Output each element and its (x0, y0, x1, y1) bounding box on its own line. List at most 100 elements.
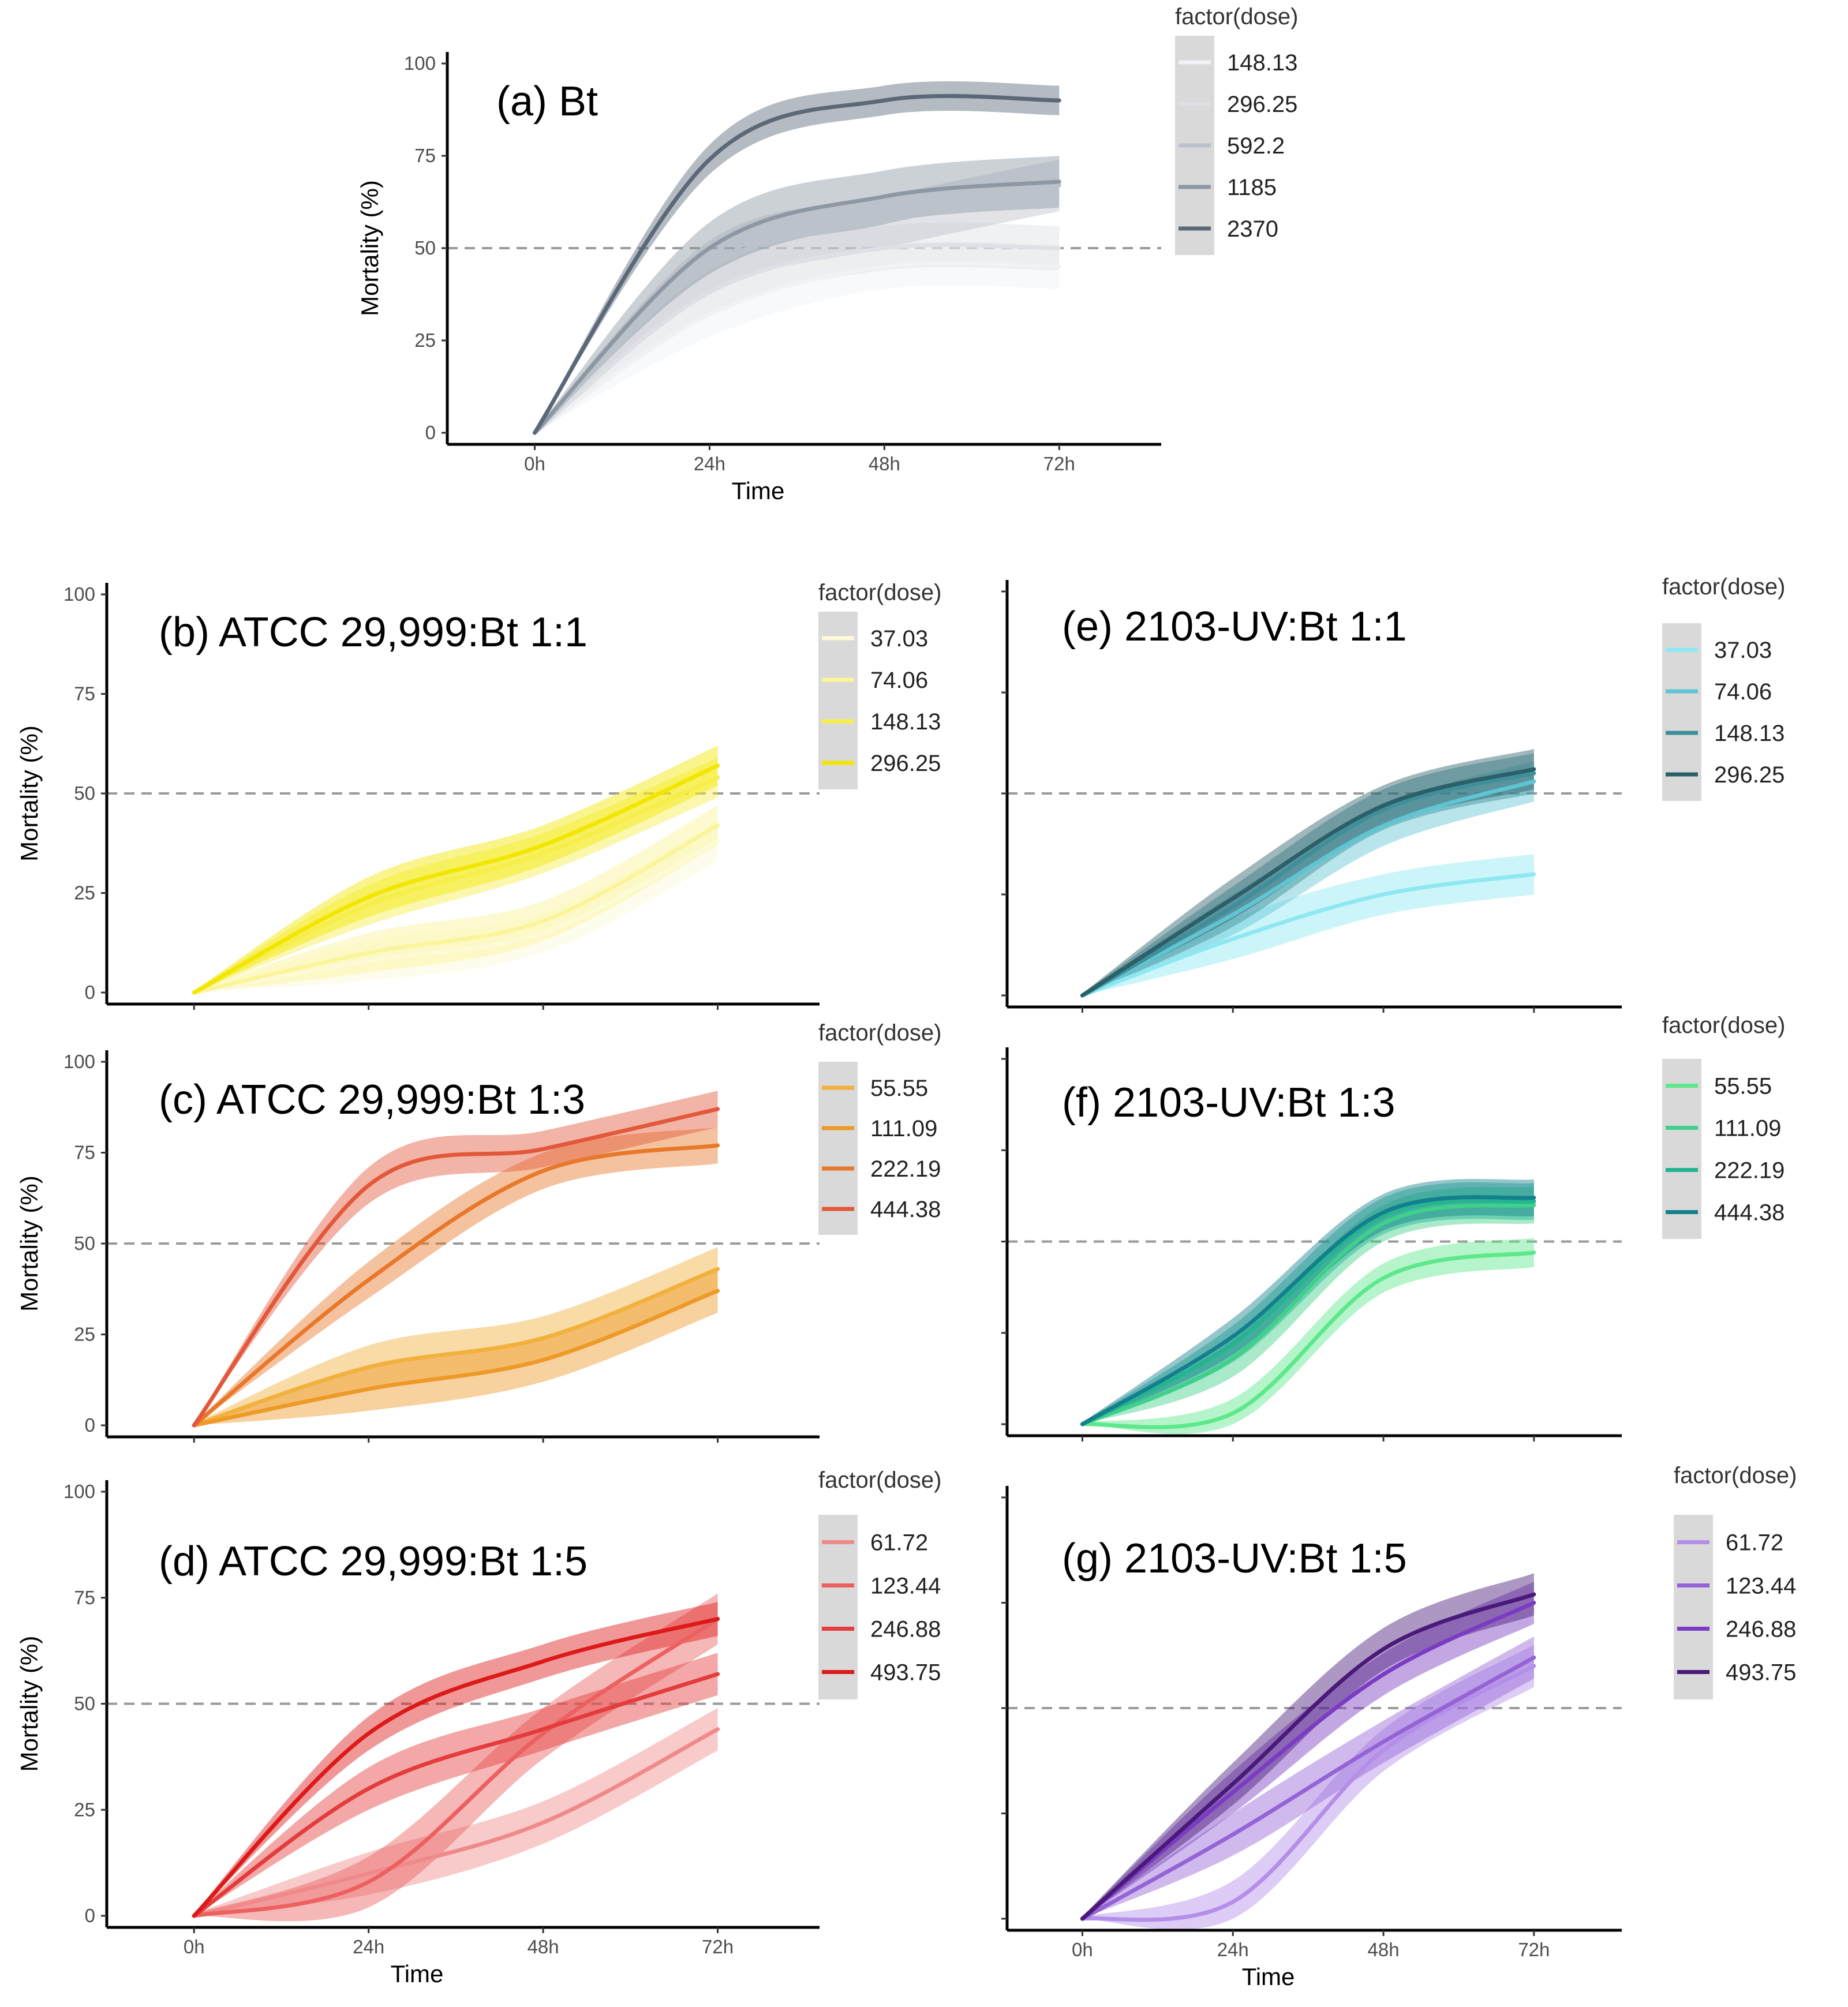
legend-key-background (1662, 1059, 1701, 1239)
y-tick-label: 75 (74, 1587, 95, 1608)
y-tick-label: 25 (74, 882, 95, 904)
y-tick-label: 100 (63, 1481, 95, 1502)
legend-label: 123.44 (870, 1574, 941, 1599)
legend-key-background (1662, 623, 1701, 801)
legend-label: 246.88 (870, 1617, 941, 1642)
series-line-g-1 (1080, 1655, 1536, 1921)
legend-label: 74.06 (870, 668, 928, 693)
legend-label: 111.09 (1714, 1116, 1781, 1141)
panel-e: (e) 2103-UV:Bt 1:1 factor(dose) 37.03 74.06… (1001, 574, 1785, 1013)
series-line-f-3 (1080, 1195, 1536, 1426)
x-tick-label: 72h (1043, 453, 1075, 474)
x-tick-label: 0h (184, 1936, 205, 1957)
series-line-g-2 (1080, 1601, 1536, 1921)
y-tick-label: 100 (63, 1051, 95, 1072)
panel-title: (d) ATCC 29,999:Bt 1:5 (159, 1538, 588, 1585)
y-tick-label: 0 (425, 422, 436, 443)
panel-g: 0h 24h 48h 72h Time (g) 2103-UV:Bt 1:5 factor(… (1001, 1463, 1797, 1990)
panel-b: 0 25 50 75 100 Mortality (%) (b) ATCC 29,999:B… (16, 580, 941, 1010)
x-axis-title: Time (1242, 1963, 1295, 1990)
legend-label: 296.25 (1714, 762, 1785, 788)
series-line-b-0 (192, 839, 720, 995)
y-tick-label: 50 (74, 1233, 95, 1254)
y-tick-label: 50 (414, 237, 436, 259)
y-tick-label: 100 (63, 583, 95, 605)
legend-label: 1185 (1227, 175, 1277, 200)
x-tick-label: 48h (869, 453, 900, 474)
confidence-band-c-3 (194, 1091, 718, 1425)
series-line-e-3 (1080, 767, 1536, 998)
series-line-d-1 (192, 1617, 720, 1918)
confidence-band-a-1 (534, 222, 1060, 433)
series-line-a-1 (532, 242, 1061, 435)
legend-label: 592.2 (1227, 133, 1285, 159)
x-tick-label: 72h (1518, 1939, 1550, 1960)
x-axis-title: Time (391, 1960, 444, 1987)
legend-label: 444.38 (1714, 1200, 1785, 1226)
y-tick-label: 50 (74, 782, 95, 804)
series-line-c-1 (192, 1289, 720, 1428)
series-line-c-3 (192, 1107, 720, 1428)
x-tick-label: 48h (528, 1936, 559, 1957)
confidence-band-g-1 (1082, 1636, 1534, 1919)
series-line-c-0 (192, 1267, 720, 1428)
legend-label: 493.75 (870, 1660, 941, 1686)
panel-d: 0 25 50 75 100 0h 24h 48h 72h Time Mortality (%) (d… (16, 1467, 941, 1987)
y-tick-label: 0 (85, 982, 95, 1003)
y-tick-label: 25 (74, 1799, 95, 1820)
x-tick-label: 48h (1368, 1939, 1400, 1960)
x-tick-label: 0h (524, 453, 545, 474)
y-tick-label: 0 (85, 1414, 95, 1436)
legend-label: 61.72 (870, 1530, 928, 1556)
x-tick-label: 0h (1072, 1939, 1093, 1960)
panel-a: 0 25 50 75 100 0h 24h 48h 72h Time Mortality (%) (a… (356, 4, 1298, 504)
series-line-c-2 (192, 1143, 720, 1428)
legend-label: 148.13 (1227, 50, 1297, 76)
x-tick-label: 24h (353, 1936, 384, 1957)
confidence-band-c-2 (194, 1127, 718, 1425)
panel-c: 0 25 50 75 100 Mortality (%) (c) ATCC 29,999:B… (16, 1020, 941, 1443)
confidence-band-d-0 (194, 1708, 718, 1916)
legend-key-background (818, 612, 858, 789)
panel-f: (f) 2103-UV:Bt 1:3 factor(dose) 55.55 111.0… (1001, 1013, 1785, 1441)
legend-label: 2370 (1227, 216, 1278, 242)
legend-key-background (818, 1515, 858, 1699)
confidence-band-b-1 (194, 805, 718, 993)
legend-label: 148.13 (870, 709, 941, 735)
panel-title: (f) 2103-UV:Bt 1:3 (1062, 1080, 1396, 1126)
y-tick-label: 75 (74, 1142, 95, 1163)
legend-label: 222.19 (1714, 1158, 1785, 1184)
legend-key-background (1674, 1515, 1713, 1699)
legend-title: factor(dose) (818, 580, 941, 605)
series-line-f-1 (1080, 1203, 1536, 1426)
legend-label: 74.06 (1714, 679, 1772, 705)
series-line-b-3 (192, 763, 720, 995)
series-line-g-0 (1080, 1664, 1536, 1922)
confidence-band-b-0 (194, 821, 718, 993)
x-tick-label: 24h (694, 453, 725, 474)
series-line-a-3 (532, 179, 1061, 435)
y-tick-label: 75 (74, 683, 95, 705)
confidence-band-b-2 (194, 757, 718, 993)
legend-label: 111.09 (870, 1116, 937, 1141)
series-line-d-2 (192, 1672, 720, 1918)
y-axis-title: Mortality (%) (356, 180, 383, 316)
confidence-band-g-0 (1082, 1645, 1534, 1930)
legend-label: 296.25 (870, 751, 941, 776)
y-axis-title: Mortality (%) (16, 725, 43, 862)
legend-label: 37.03 (870, 626, 928, 651)
confidence-band-a-4 (534, 81, 1060, 433)
legend-title: factor(dose) (1662, 1013, 1785, 1038)
panel-title: (g) 2103-UV:Bt 1:5 (1062, 1536, 1407, 1582)
x-tick-label: 72h (702, 1936, 734, 1957)
series-line-f-2 (1080, 1199, 1536, 1426)
panel-title: (b) ATCC 29,999:Bt 1:1 (159, 609, 588, 656)
x-axis-title: Time (732, 477, 785, 504)
legend-label: 444.38 (870, 1197, 941, 1222)
panel-title: (e) 2103-UV:Bt 1:1 (1062, 604, 1407, 650)
y-axis-title: Mortality (%) (16, 1175, 43, 1312)
legend-title: factor(dose) (818, 1020, 941, 1046)
y-tick-label: 0 (85, 1905, 95, 1926)
legend-label: 246.88 (1726, 1617, 1796, 1642)
series-line-e-1 (1080, 779, 1536, 998)
